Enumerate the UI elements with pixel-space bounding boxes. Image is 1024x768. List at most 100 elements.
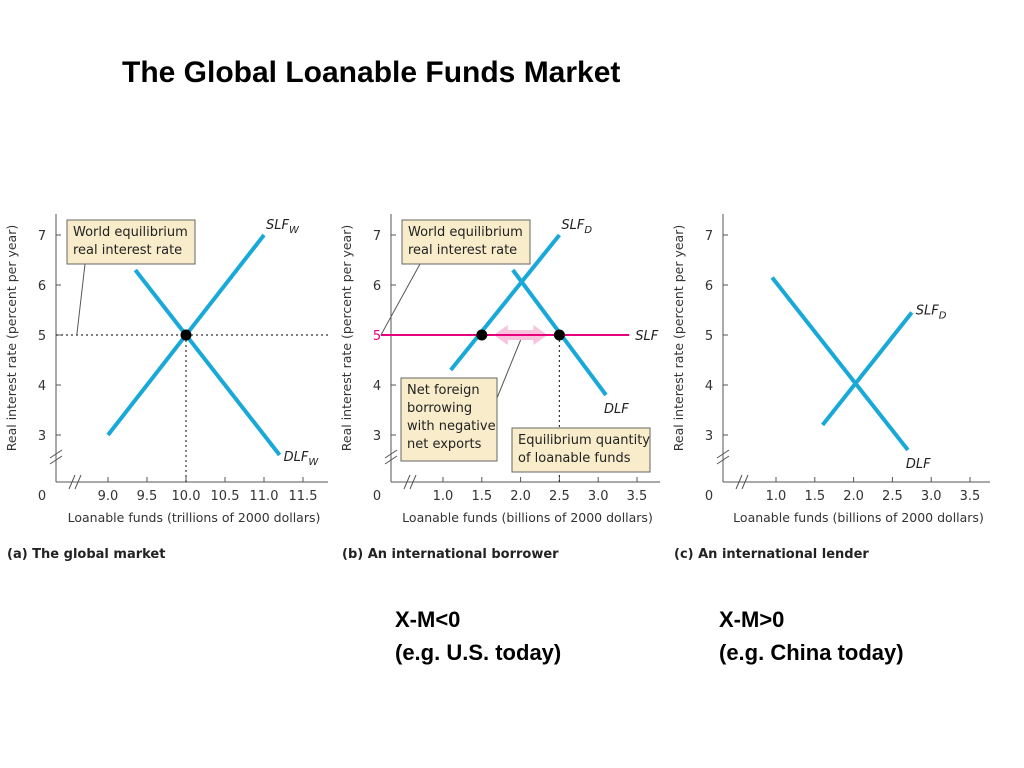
- callout-leader: [76, 263, 86, 336]
- x-tick-label: 9.0: [98, 489, 119, 504]
- y-tick-label: 5: [373, 329, 381, 344]
- callout-leader: [380, 263, 421, 336]
- x-tick-label: 11.0: [250, 489, 279, 504]
- note-borrower-line2: (e.g. U.S. today): [395, 640, 562, 665]
- series-label-sub: W: [289, 225, 300, 236]
- callout-box: [511, 427, 651, 473]
- x-tick-label: 2.0: [510, 489, 531, 504]
- origin-label: 0: [373, 489, 381, 504]
- slide-title: The Global Loanable Funds Market: [122, 56, 621, 89]
- callout: World equilibrium real interest rate: [380, 219, 531, 336]
- series-label-slfw: SLFW: [266, 218, 300, 236]
- x-axis-title: Loanable funds (trillions of 2000 dollar…: [68, 510, 321, 525]
- x-tick-label: 11.5: [289, 489, 318, 504]
- x-tick-label: 1.0: [433, 489, 454, 504]
- y-axis-title: Real interest rate (percent per year): [339, 225, 354, 451]
- callout-text: World equilibrium: [73, 225, 188, 240]
- callout-text: real interest rate: [408, 243, 517, 258]
- series-label-dlf: DLF: [604, 402, 629, 417]
- y-tick-label: 7: [38, 229, 46, 244]
- y-tick-label: 5: [38, 329, 46, 344]
- callout-box: [400, 377, 498, 462]
- callout: Equilibrium quantity of loanable funds: [511, 427, 651, 473]
- series-label-main: SLF: [266, 218, 289, 233]
- x-axis-break: [403, 474, 411, 490]
- x-tick-label: 1.0: [766, 489, 787, 504]
- origin-label: 0: [705, 489, 713, 504]
- equilibrium-point: [553, 329, 565, 341]
- callout-text: with negative: [407, 419, 496, 434]
- series-line-slfd: [449, 233, 561, 372]
- y-tick-label: 5: [705, 329, 713, 344]
- y-axis-break: [49, 449, 63, 459]
- callout-text: Net foreign: [407, 383, 480, 398]
- panel-caption: (a) The global market: [7, 547, 165, 562]
- series-label-main: DLF: [906, 457, 931, 472]
- y-tick-label: 6: [38, 279, 46, 294]
- callout-leader: [496, 339, 522, 399]
- y-tick-label: 6: [373, 279, 381, 294]
- callout-text: borrowing: [407, 401, 472, 416]
- equilibrium-point: [180, 329, 192, 341]
- y-axis-break: [384, 455, 398, 465]
- series-label-main: SLF: [635, 329, 658, 344]
- series-label-slf: SLF: [635, 329, 658, 344]
- x-tick-label: 9.5: [137, 489, 158, 504]
- callout-box: [401, 219, 531, 265]
- y-tick-label: 4: [38, 379, 46, 394]
- x-axis-title: Loanable funds (billions of 2000 dollars…: [402, 510, 653, 525]
- series-label-slfd: SLFD: [916, 304, 947, 322]
- note-lender-line1: X-M>0: [719, 607, 785, 632]
- x-tick-label: 10.5: [211, 489, 240, 504]
- note-lender-line2: (e.g. China today): [719, 640, 904, 665]
- series-label-main: DLF: [284, 450, 309, 465]
- series-line-dlfw: [133, 268, 282, 457]
- note-lender: X-M>0 (e.g. China today): [719, 603, 904, 669]
- y-tick-label: 3: [705, 429, 713, 444]
- x-axis-break: [735, 474, 743, 490]
- callout: Net foreign borrowing with negative net exp…: [400, 339, 522, 462]
- x-tick-label: 1.5: [804, 489, 825, 504]
- y-axis-break: [716, 449, 730, 459]
- y-axis-title: Real interest rate (percent per year): [671, 225, 686, 451]
- callout-box: [66, 219, 196, 265]
- callout-text: of loanable funds: [518, 451, 631, 466]
- y-tick-label: 6: [705, 279, 713, 294]
- chart-panel-3: 3 4 5 6 7 1.0 1.5 2.0 2.5 3.0 3.5 0 Loanable funds (…: [671, 214, 990, 562]
- charts-figure: 3 4 5 6 7 9.0 9.5 10.0 10.5 11.0 11.5 0 Loanable fun…: [4, 214, 990, 562]
- x-tick-label: 2.5: [882, 489, 903, 504]
- series-label-dlfw: DLFW: [284, 450, 320, 468]
- y-tick-label: 4: [705, 379, 713, 394]
- series-label-sub: D: [939, 311, 947, 322]
- chart-panel-1: 3 4 5 6 7 9.0 9.5 10.0 10.5 11.0 11.5 0 Loanable fun…: [4, 214, 328, 562]
- series-label-sub: W: [308, 457, 319, 468]
- x-axis-break: [68, 474, 76, 490]
- series-label-main: SLF: [916, 304, 939, 319]
- x-tick-label: 10.0: [172, 489, 201, 504]
- callout-text: Equilibrium quantity: [518, 433, 650, 448]
- series-line-slfd: [820, 311, 914, 427]
- panel-caption: (c) An international lender: [674, 547, 869, 562]
- y-axis-break: [716, 455, 730, 465]
- chart-panel-2: 3 4 5 6 7 1.0 1.5 2.0 2.5 3.0 3.5 0 Loanable funds (…: [339, 214, 660, 562]
- series-label-main: SLF: [561, 218, 584, 233]
- callout: World equilibrium real interest rate: [66, 219, 196, 336]
- y-axis-title: Real interest rate (percent per year): [4, 225, 19, 451]
- x-tick-label: 3.5: [960, 489, 981, 504]
- y-axis-break: [384, 449, 398, 459]
- x-tick-label: 3.5: [627, 489, 648, 504]
- x-tick-label: 2.0: [843, 489, 864, 504]
- equilibrium-point: [476, 329, 488, 341]
- panel-caption: (b) An international borrower: [342, 547, 559, 562]
- y-tick-label: 7: [705, 229, 713, 244]
- series-label-sub: D: [584, 225, 592, 236]
- x-tick-label: 3.0: [588, 489, 609, 504]
- x-tick-label: 2.5: [549, 489, 570, 504]
- series-label-slfd: SLFD: [561, 218, 592, 236]
- x-axis-title: Loanable funds (billions of 2000 dollars…: [733, 510, 984, 525]
- callout-text: real interest rate: [73, 243, 182, 258]
- callout-text: net exports: [407, 437, 482, 452]
- series-label-main: DLF: [604, 402, 629, 417]
- note-borrower: X-M<0 (e.g. U.S. today): [395, 603, 561, 669]
- x-tick-label: 3.0: [921, 489, 942, 504]
